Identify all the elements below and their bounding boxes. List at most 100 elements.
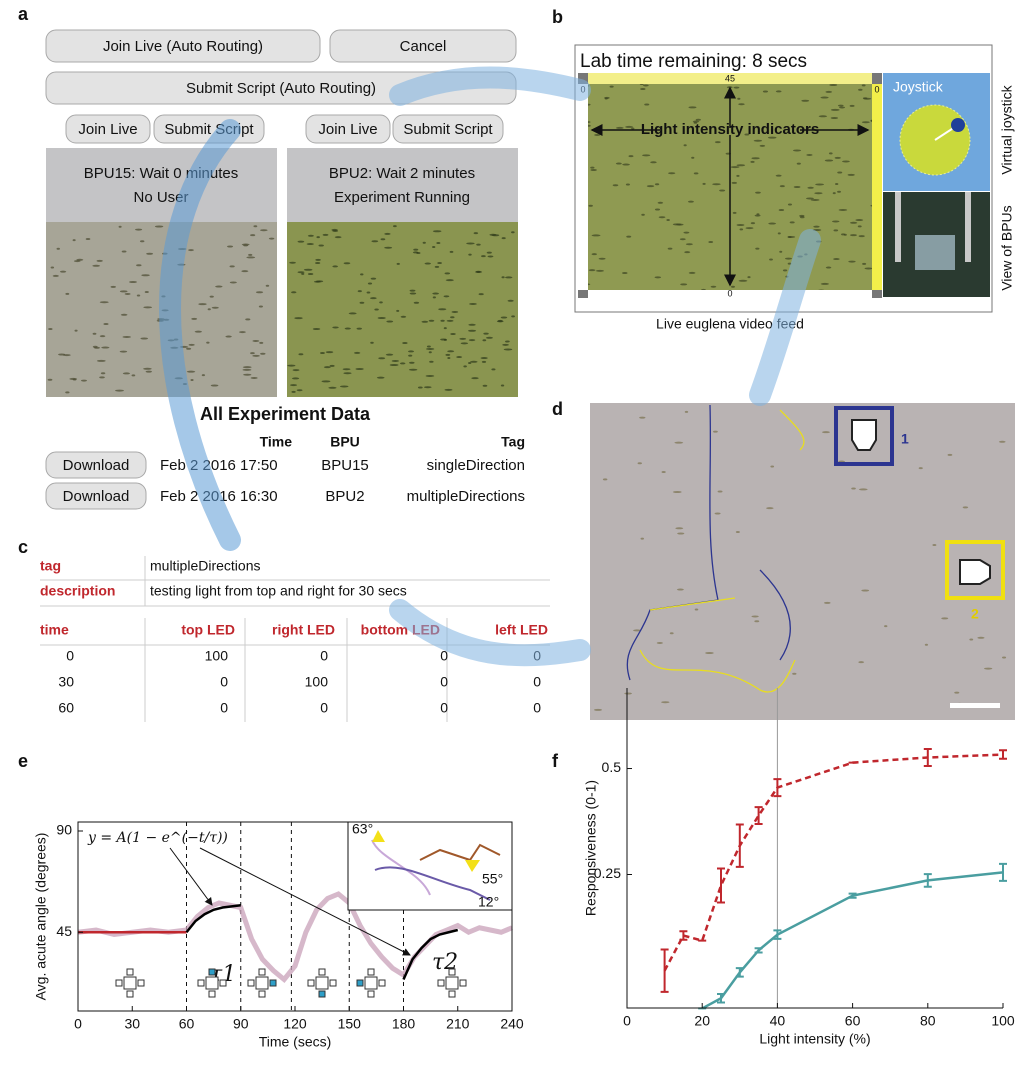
cell [919, 467, 923, 469]
led-icon [368, 969, 374, 975]
cell [677, 532, 684, 534]
cell [829, 152, 833, 154]
cell [686, 243, 693, 245]
led-icon [127, 991, 133, 997]
cell [596, 270, 604, 272]
cell [792, 673, 796, 675]
cell [1002, 657, 1006, 659]
cell [862, 121, 870, 123]
cell [188, 249, 194, 251]
cell [776, 90, 782, 92]
cell [474, 232, 478, 234]
meta-key: tag [40, 558, 61, 574]
cell [461, 342, 468, 344]
cell-value: 30 [58, 674, 74, 690]
cell [410, 290, 416, 292]
button-label: Submit Script [403, 121, 493, 138]
led-icon [308, 980, 314, 986]
cell [136, 264, 141, 266]
cell [925, 644, 928, 646]
cell [186, 348, 191, 350]
cell [740, 228, 744, 230]
led-icon [124, 977, 136, 989]
led-icon [270, 980, 276, 986]
led-icon [198, 980, 204, 986]
panel-label: c [18, 537, 28, 557]
cell [659, 216, 666, 218]
marker-label: 1 [901, 431, 909, 447]
cell [594, 709, 602, 711]
cell [486, 337, 493, 339]
cell [592, 253, 598, 255]
cell [655, 183, 659, 185]
status-bar [287, 148, 518, 222]
meta-value: multipleDirections [150, 558, 260, 574]
cell [713, 431, 718, 433]
led-icon [438, 980, 444, 986]
x-tick-label: 0 [74, 1016, 82, 1032]
cell [639, 417, 645, 419]
cell [683, 232, 689, 234]
cell [642, 154, 650, 156]
led-icon [960, 560, 990, 584]
cell [315, 262, 320, 264]
cell [832, 220, 839, 222]
cell [610, 86, 614, 88]
cell [858, 661, 864, 663]
cell [269, 238, 274, 240]
cell [51, 266, 54, 268]
button-label: Download [63, 488, 130, 505]
cell [626, 236, 631, 238]
scale-bar [950, 703, 1000, 708]
cell [797, 163, 801, 165]
angle-label: 12° [478, 894, 499, 910]
cell-value: 0 [220, 700, 228, 716]
cell [801, 100, 809, 102]
indicator-label: Light intensity indicators [641, 121, 819, 138]
cell [456, 356, 462, 358]
table-header: Time [260, 434, 293, 450]
cell [354, 352, 360, 354]
cell [794, 186, 801, 188]
cell [833, 192, 836, 194]
cell [198, 303, 207, 305]
cell [640, 88, 645, 90]
cell [315, 259, 321, 261]
button-label: Join Live [318, 121, 377, 138]
cell [123, 372, 130, 374]
cell [101, 347, 109, 349]
cell [413, 251, 419, 253]
cell [239, 331, 246, 333]
cell [502, 237, 506, 239]
cell [189, 344, 195, 346]
cell [835, 157, 841, 159]
cell [433, 230, 442, 232]
cell [806, 154, 812, 156]
cell [452, 311, 459, 313]
cell [708, 241, 713, 243]
cell [307, 243, 314, 245]
cell [785, 258, 792, 260]
cell [343, 368, 351, 370]
cell [694, 172, 699, 174]
cell [754, 140, 762, 142]
cell [831, 109, 840, 111]
cell [360, 302, 365, 304]
cell [511, 231, 515, 233]
cell [294, 317, 303, 319]
cell-value: 0 [533, 674, 541, 690]
cell [747, 276, 750, 278]
cell [92, 265, 100, 267]
cell [140, 240, 144, 242]
cell [779, 251, 782, 253]
cell [251, 377, 258, 379]
cell [141, 274, 150, 276]
cell [684, 144, 687, 146]
led-icon [852, 420, 876, 450]
cell [65, 391, 69, 393]
status-bar [46, 148, 277, 222]
led-icon [209, 969, 215, 975]
cell [739, 280, 748, 282]
indicator-value: 45 [725, 73, 735, 83]
meta-value: testing light from top and right for 30 … [150, 583, 407, 599]
